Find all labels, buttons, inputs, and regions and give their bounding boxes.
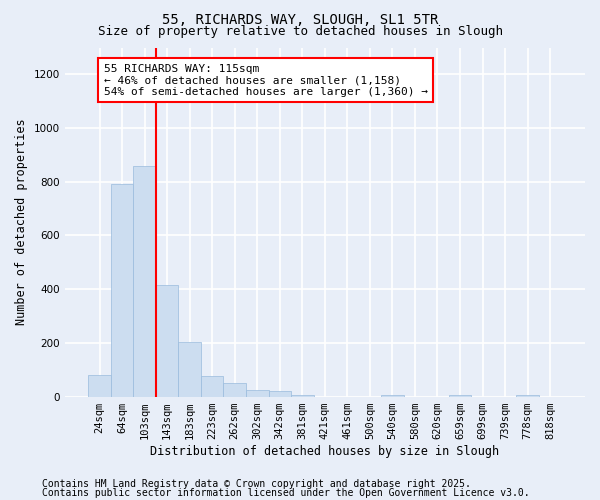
- Bar: [111, 184, 133, 396]
- Bar: [381, 395, 404, 396]
- Bar: [133, 166, 156, 396]
- Bar: [223, 383, 246, 396]
- Bar: [291, 395, 314, 396]
- Bar: [88, 375, 111, 396]
- Y-axis label: Number of detached properties: Number of detached properties: [15, 118, 28, 326]
- Text: Contains public sector information licensed under the Open Government Licence v3: Contains public sector information licen…: [42, 488, 530, 498]
- Text: Contains HM Land Registry data © Crown copyright and database right 2025.: Contains HM Land Registry data © Crown c…: [42, 479, 471, 489]
- Bar: [201, 376, 223, 396]
- Bar: [156, 285, 178, 397]
- Text: Size of property relative to detached houses in Slough: Size of property relative to detached ho…: [97, 25, 503, 38]
- Bar: [178, 342, 201, 396]
- Bar: [516, 395, 539, 396]
- Bar: [246, 390, 269, 396]
- Bar: [449, 395, 471, 396]
- Text: 55, RICHARDS WAY, SLOUGH, SL1 5TR: 55, RICHARDS WAY, SLOUGH, SL1 5TR: [162, 12, 438, 26]
- X-axis label: Distribution of detached houses by size in Slough: Distribution of detached houses by size …: [150, 444, 499, 458]
- Text: 55 RICHARDS WAY: 115sqm
← 46% of detached houses are smaller (1,158)
54% of semi: 55 RICHARDS WAY: 115sqm ← 46% of detache…: [104, 64, 428, 97]
- Bar: [269, 391, 291, 396]
